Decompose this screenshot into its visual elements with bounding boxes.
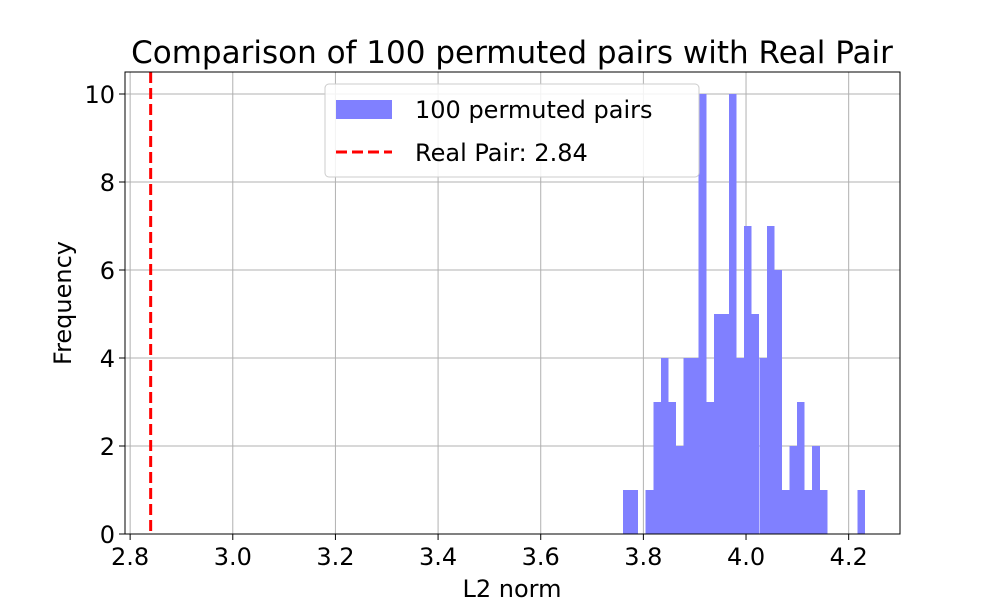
x-tick-label: 3.6 xyxy=(522,543,560,571)
legend-swatch-permuted xyxy=(336,100,392,119)
histogram-bar xyxy=(781,490,790,534)
y-tick-label: 8 xyxy=(100,169,115,197)
legend: 100 permuted pairs Real Pair: 2.84 xyxy=(324,83,700,178)
histogram-bar xyxy=(706,402,714,534)
legend-label-permuted: 100 permuted pairs xyxy=(415,96,653,124)
y-tick-label: 2 xyxy=(100,433,115,461)
histogram-bar xyxy=(728,94,737,534)
chart-title: Comparison of 100 permuted pairs with Re… xyxy=(131,35,893,71)
legend-label-real-pair: Real Pair: 2.84 xyxy=(415,139,588,167)
histogram-bar xyxy=(721,314,729,534)
x-tick-label: 3.0 xyxy=(214,543,252,571)
histogram-bar xyxy=(668,402,676,534)
y-tick-label: 6 xyxy=(100,257,115,285)
histogram-bar xyxy=(683,358,692,534)
histogram-bar xyxy=(759,358,767,534)
histogram-bar xyxy=(660,358,669,534)
histogram-bar xyxy=(789,446,798,534)
histogram-bar xyxy=(630,490,639,534)
legend-box xyxy=(324,83,700,178)
x-axis-label: L2 norm xyxy=(463,575,562,600)
histogram-bars xyxy=(623,94,866,534)
x-tick-label: 2.8 xyxy=(111,543,149,571)
histogram-bar xyxy=(774,270,782,534)
y-tick-label: 10 xyxy=(84,81,115,109)
histogram-bar xyxy=(623,490,631,534)
x-tick-label: 4.2 xyxy=(830,543,868,571)
plot-frame xyxy=(124,71,901,535)
axis-ticks: 2.8 3.0 3.2 3.4 3.6 3.8 4.0 4.2 0 2 4 6 8 10 xyxy=(84,81,867,571)
histogram-bar xyxy=(797,402,805,534)
x-tick-label: 3.4 xyxy=(419,543,457,571)
histogram-bar xyxy=(751,314,760,534)
histogram-bar xyxy=(645,490,654,534)
histogram-bar xyxy=(766,226,775,534)
histogram-bar xyxy=(804,490,813,534)
histogram-bar xyxy=(744,226,752,534)
y-tick-label: 0 xyxy=(100,521,115,549)
y-axis-label: Frequency xyxy=(49,241,77,365)
y-tick-label: 4 xyxy=(100,345,115,373)
histogram-bar xyxy=(819,490,828,534)
histogram-bar xyxy=(713,314,722,534)
histogram-bar xyxy=(736,358,745,534)
histogram-bar xyxy=(653,402,661,534)
x-tick-label: 3.2 xyxy=(316,543,354,571)
histogram-bar xyxy=(857,490,866,534)
histogram-bar xyxy=(812,446,820,534)
x-tick-label: 3.8 xyxy=(624,543,662,571)
histogram-bar xyxy=(698,94,707,534)
x-tick-label: 4.0 xyxy=(727,543,765,571)
histogram-bar xyxy=(675,446,684,534)
histogram-bar xyxy=(691,358,699,534)
